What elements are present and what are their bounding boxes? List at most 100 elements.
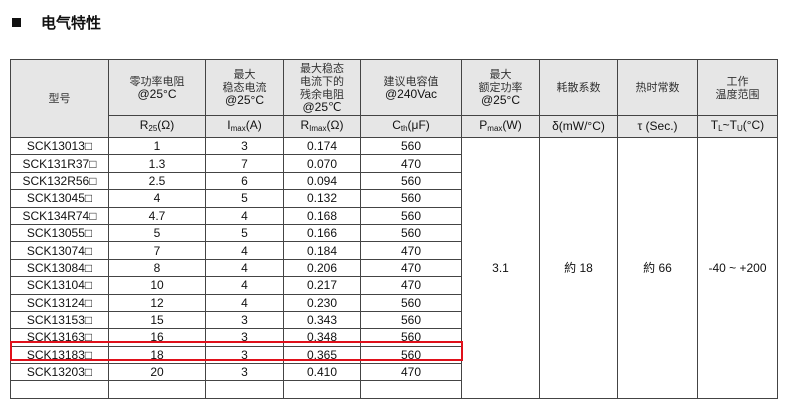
value-cell: 1: [108, 136, 206, 156]
value-cell: 470: [360, 276, 462, 295]
value-cell: 8: [108, 258, 206, 278]
shared-temp-cell: -40 ~ +200: [697, 137, 778, 399]
model-cell: SCK13045□: [10, 189, 109, 208]
unit-label: τ (Sec.): [637, 119, 678, 133]
header-label: 工作 温度范围: [715, 74, 760, 101]
model-cell: SCK132R56□: [10, 171, 109, 191]
unit-header: RImax(Ω): [283, 115, 361, 138]
unit-label: δ(mW/°C): [552, 119, 605, 133]
value-cell: 0.184: [283, 241, 361, 260]
value-cell: 0.230: [283, 293, 361, 312]
value-cell: 5: [205, 189, 284, 208]
model-cell: SCK13163□: [10, 328, 109, 347]
column-header: 热时常数: [617, 59, 698, 116]
value-cell: 560: [360, 206, 462, 225]
header-label: 最大 额定功率: [478, 68, 523, 94]
value-cell: 3: [205, 363, 284, 382]
model-cell: SCK13074□: [10, 241, 109, 260]
value-cell: 3: [205, 310, 284, 330]
value-cell: 3: [205, 345, 284, 365]
model-cell: SCK134R74□: [10, 206, 109, 225]
column-header: 工作 温度范围: [697, 59, 778, 116]
value-cell: 470: [360, 363, 462, 382]
column-header: 建议电容值 @240Vac: [360, 59, 462, 116]
value-cell: 12: [108, 293, 206, 312]
column-header: 零功率电阻 @25°C: [108, 59, 206, 116]
value-cell: 470: [360, 154, 462, 173]
value-cell: 0.217: [283, 276, 361, 295]
value-cell: 470: [360, 241, 462, 260]
unit-header: δ(mW/°C): [539, 115, 618, 138]
column-header: 耗散系数: [539, 59, 618, 116]
model-cell: SCK13203□: [10, 363, 109, 382]
value-cell: 4: [108, 189, 206, 208]
value-cell: 560: [360, 223, 462, 243]
value-cell: 18: [108, 345, 206, 365]
model-cell: SCK13013□: [10, 136, 109, 156]
value-cell: 0.410: [283, 363, 361, 382]
table-row: SCK13084□ 8 4 0.206 470: [10, 258, 778, 278]
value-cell: 20: [108, 363, 206, 382]
value-cell: 10: [108, 276, 206, 295]
header-condition: @25°C: [481, 93, 520, 107]
column-header: 最大 稳态电流 @25°C: [205, 59, 284, 116]
bullet-square-icon: [12, 18, 21, 27]
value-cell: 0.206: [283, 258, 361, 278]
value-cell: 5: [108, 223, 206, 243]
value-cell: 0.174: [283, 136, 361, 156]
column-header: 最大 额定功率 @25°C: [461, 59, 540, 116]
empty-cell: [10, 380, 109, 399]
unit-header: Imax(A): [205, 115, 284, 138]
value-cell: 4: [205, 293, 284, 312]
value-cell: 4: [205, 206, 284, 225]
value-cell: 560: [360, 328, 462, 347]
model-cell: SCK13153□: [10, 310, 109, 330]
header-label: 最大稳态 电流下的 残余电阻: [300, 61, 344, 101]
header-condition: @25℃: [302, 99, 342, 114]
table-row: SCK13104□ 10 4 0.217 470: [10, 276, 778, 295]
value-cell: 0.348: [283, 328, 361, 347]
value-cell: 560: [360, 171, 462, 191]
shared-tau-cell: 約 66: [617, 137, 698, 399]
unit-header: TL~TU(°C): [697, 115, 778, 138]
model-cell: SCK13055□: [10, 223, 109, 243]
value-cell: 7: [205, 154, 284, 173]
empty-cell: [205, 380, 284, 399]
value-cell: 0.094: [283, 171, 361, 191]
value-cell: 560: [360, 310, 462, 330]
header-condition: @25°C: [137, 86, 177, 101]
unit-header: Cth(μF): [360, 115, 462, 138]
model-cell: SCK131R37□: [10, 154, 109, 173]
header-condition: @240Vac: [385, 86, 437, 101]
header-label: 最大 稳态电流: [222, 68, 267, 94]
section-title: 电气特性: [12, 12, 101, 33]
unit-label: Cth(μF): [392, 117, 430, 133]
value-cell: 3: [205, 328, 284, 347]
value-cell: 4.7: [108, 206, 206, 225]
empty-cell: [283, 380, 361, 399]
unit-header: R25(Ω): [108, 115, 206, 138]
unit-label: Pmax(W): [479, 117, 522, 133]
value-cell: 560: [360, 345, 462, 365]
electrical-characteristics-table: 型号 零功率电阻 @25°C 最大 稳态电流 @25°C 最大稳态 电流下的 残余电阻 @2…: [10, 59, 778, 399]
column-header: 最大稳态 电流下的 残余电阻 @25℃: [283, 59, 361, 116]
value-cell: 7: [108, 241, 206, 260]
header-label: 热时常数: [635, 81, 680, 94]
table-row: SCK13203□ 20 3 0.410 470: [10, 363, 778, 382]
value-cell: 560: [360, 136, 462, 156]
value-cell: 0.166: [283, 223, 361, 243]
value-cell: 0.365: [283, 345, 361, 365]
value-cell: 0.343: [283, 310, 361, 330]
value-cell: 6: [205, 171, 284, 191]
empty-cell: [360, 380, 462, 399]
unit-label: Imax(A): [227, 117, 262, 133]
header-label: 型号: [48, 92, 71, 105]
shared-delta-cell: 約 18: [539, 137, 618, 399]
value-cell: 560: [360, 189, 462, 208]
table-row: SCK13013□ 1 3 0.174 560 3.1 約 18 約 66 -40 ~ +200: [10, 136, 778, 399]
value-cell: 560: [360, 293, 462, 312]
value-cell: 0.168: [283, 206, 361, 225]
model-cell: SCK13084□: [10, 258, 109, 278]
value-cell: 5: [205, 223, 284, 243]
header-label: 零功率电阻: [129, 74, 185, 88]
